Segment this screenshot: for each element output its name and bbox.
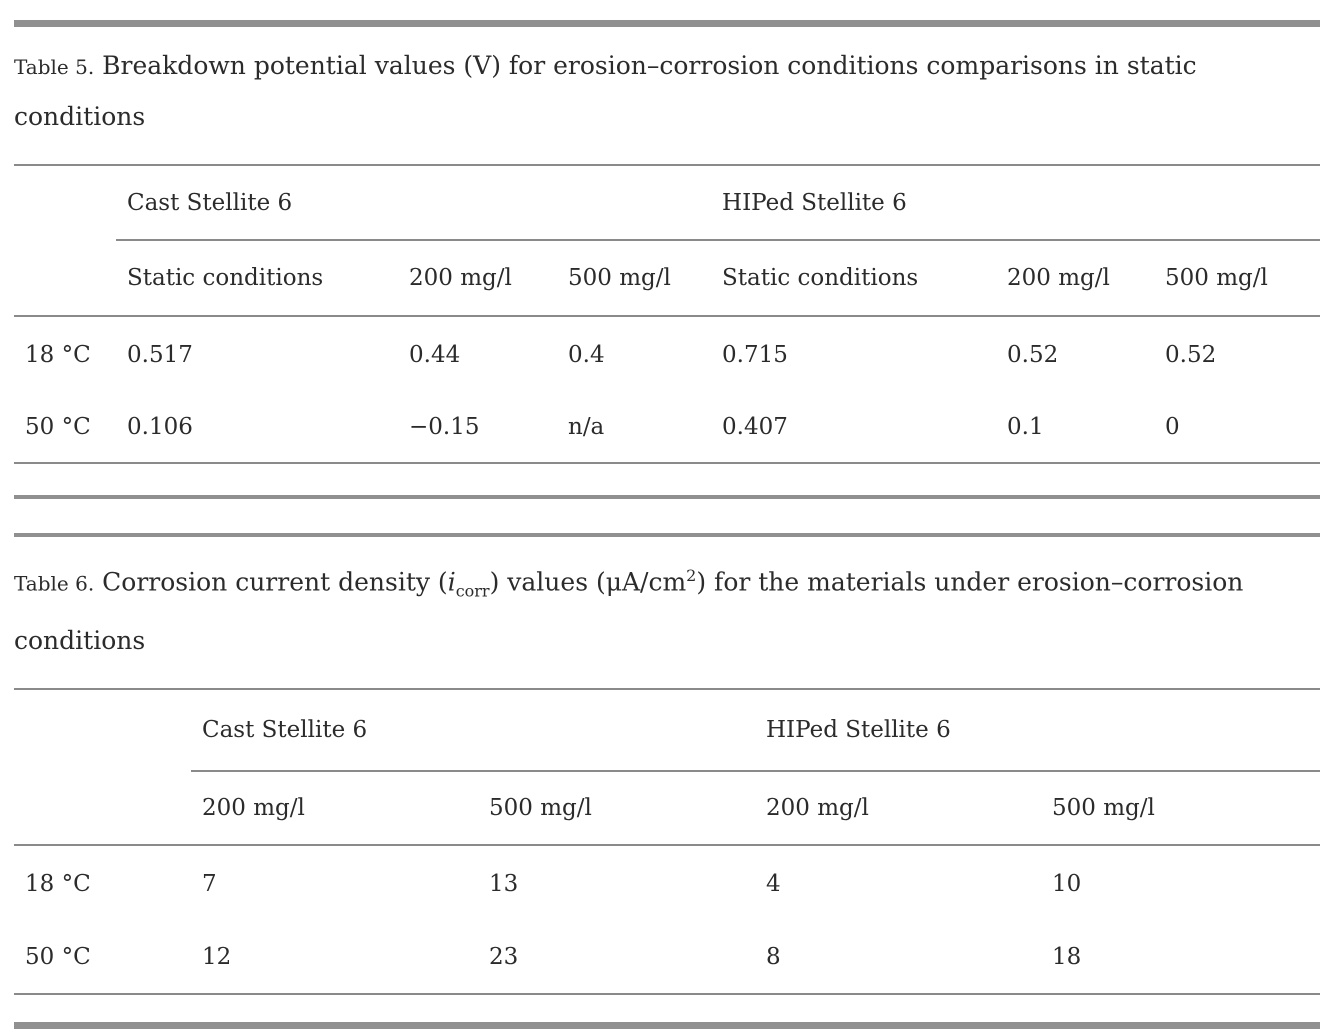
table6-row-18c: 18 °C 7 13 4 10 — [14, 845, 1320, 921]
table6-group-cast: Cast Stellite 6 — [191, 689, 755, 773]
table6-caption-sup: 2 — [686, 566, 697, 585]
data-cell: 0.4 — [568, 341, 605, 368]
row-label: 18 °C — [25, 341, 91, 368]
page-content: Table 5. Breakdown potential values (V) … — [14, 0, 1321, 1030]
table6-bottom-bar — [14, 1022, 1320, 1030]
table6-group-row: Cast Stellite 6 HIPed Stellite 6 — [14, 689, 1320, 773]
data-cell: 0.1 — [1007, 414, 1044, 440]
table6-caption-pre: Corrosion current density ( — [102, 567, 448, 597]
table5-row-50c: 50 °C 0.106 −0.15 n/a 0.407 0.1 0 — [14, 392, 1320, 463]
data-cell: 0.517 — [127, 341, 193, 368]
data-cell: 0.715 — [722, 341, 788, 368]
table5-col-500-hiped: 500 mg/l — [1154, 240, 1321, 317]
table5-subheader-blank — [14, 240, 116, 317]
data-cell: n/a — [568, 414, 605, 440]
data-cell: 0.407 — [722, 414, 788, 440]
table6-caption: Table 6. Corrosion current density (icor… — [14, 551, 1320, 666]
data-cell: 12 — [202, 944, 232, 971]
table5-bottom-bar — [14, 495, 1320, 499]
table5-col-200-cast: 200 mg/l — [398, 240, 557, 317]
row-label: 50 °C — [25, 414, 91, 440]
table5-caption-text: Breakdown potential values (V) for erosi… — [14, 51, 1197, 131]
table5-col-500-cast: 500 mg/l — [557, 240, 712, 317]
data-cell: 0.44 — [409, 341, 461, 368]
table6-label: Table 6. — [14, 571, 95, 596]
table6: Cast Stellite 6 HIPed Stellite 6 200 mg/… — [14, 688, 1320, 996]
row-label: 50 °C — [25, 944, 91, 971]
table5-group-hiped: HIPed Stellite 6 — [711, 165, 1321, 241]
table6-col-200-hiped: 200 mg/l — [755, 771, 1041, 847]
table6-top-bar — [14, 533, 1320, 537]
table6-subheader-blank — [14, 771, 191, 847]
data-cell: 0.52 — [1165, 341, 1217, 368]
table5-top-bar — [14, 20, 1320, 27]
table5-group-row: Cast Stellite 6 HIPed Stellite 6 — [14, 165, 1321, 241]
table6-col-500-hiped: 500 mg/l — [1041, 771, 1320, 847]
table6-caption-post: ) for the materials under erosion–corros… — [14, 567, 1244, 656]
table5-label: Table 5. — [14, 55, 95, 79]
table5-caption: Table 5. Breakdown potential values (V) … — [14, 41, 1320, 142]
table6-col-200-cast: 200 mg/l — [191, 771, 478, 847]
data-cell: 8 — [766, 944, 781, 971]
table5-subheader-row: Static conditions 200 mg/l 500 mg/l Stat… — [14, 240, 1321, 317]
table5-col-static-cast: Static conditions — [116, 240, 398, 317]
data-cell: 0.106 — [127, 414, 193, 440]
table6-caption-mid: ) values (μA/cm — [489, 567, 687, 597]
table5-col-200-hiped: 200 mg/l — [996, 240, 1155, 317]
table5-group-cast: Cast Stellite 6 — [116, 165, 712, 241]
table6-caption-sub: corr — [455, 581, 490, 601]
table5-row-18c: 18 °C 0.517 0.44 0.4 0.715 0.52 0.52 — [14, 316, 1320, 392]
table6-corner-cell — [14, 689, 191, 771]
data-cell: 0 — [1165, 414, 1180, 440]
table6-subheader-row: 200 mg/l 500 mg/l 200 mg/l 500 mg/l — [14, 771, 1320, 847]
table5: Cast Stellite 6 HIPed Stellite 6 Static … — [14, 164, 1321, 464]
data-cell: 13 — [489, 870, 519, 897]
table6-group-hiped: HIPed Stellite 6 — [755, 689, 1320, 773]
row-label: 18 °C — [25, 870, 91, 897]
table6-col-500-cast: 500 mg/l — [478, 771, 755, 847]
data-cell: 7 — [202, 870, 217, 897]
table6-caption-var: i — [447, 567, 456, 597]
data-cell: 10 — [1052, 870, 1082, 897]
table5-corner-cell — [14, 165, 116, 240]
data-cell: −0.15 — [409, 414, 480, 440]
data-cell: 4 — [766, 870, 781, 897]
data-cell: 18 — [1052, 944, 1082, 971]
table6-row-50c: 50 °C 12 23 8 18 — [14, 921, 1320, 994]
data-cell: 23 — [489, 944, 519, 971]
data-cell: 0.52 — [1007, 341, 1059, 368]
table5-col-static-hiped: Static conditions — [711, 240, 997, 317]
